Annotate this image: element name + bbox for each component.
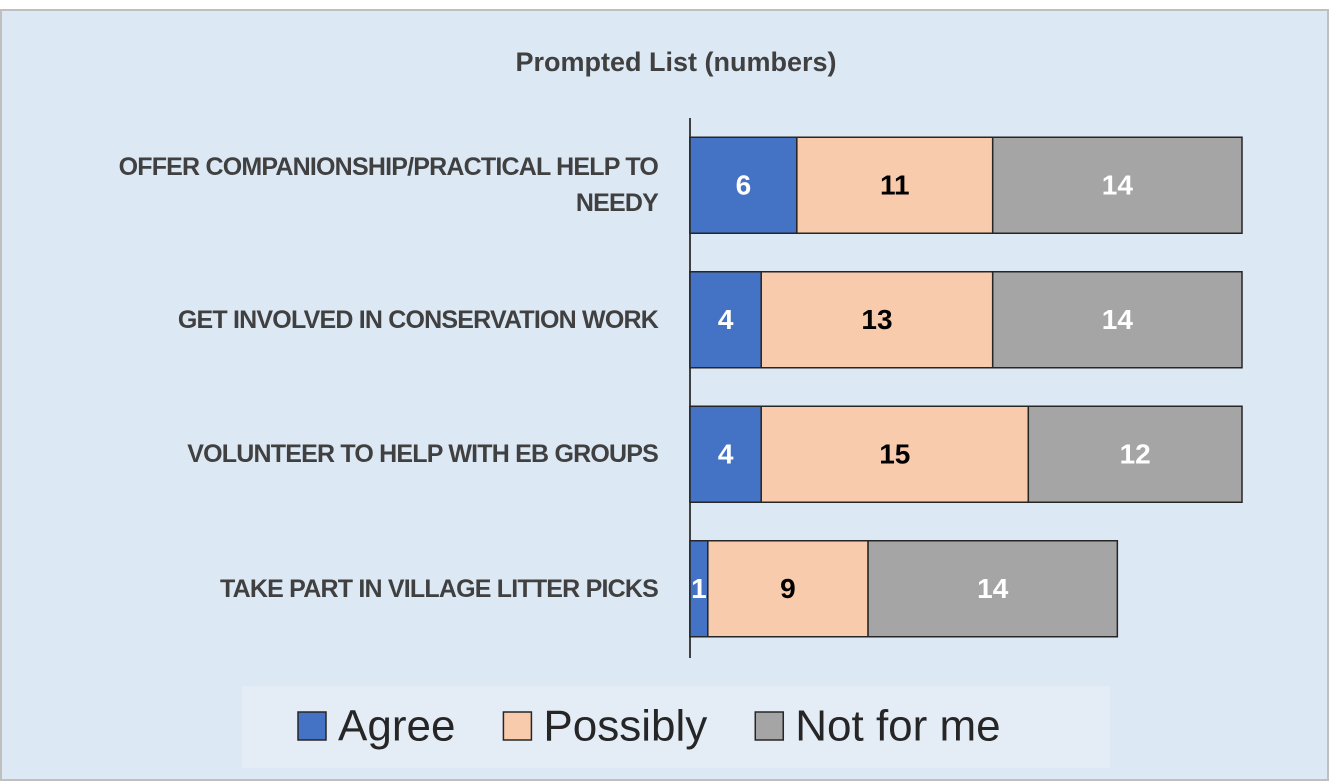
bar-segment (867, 540, 1119, 638)
data-label: 9 (780, 573, 796, 604)
legend-label: Possibly (543, 702, 707, 751)
category-label: TAKE PART IN VILLAGE LITTER PICKS (220, 574, 659, 603)
legend-swatch (297, 711, 327, 741)
data-label: 6 (736, 170, 752, 201)
data-label: 14 (1102, 170, 1134, 201)
bar-segment (760, 271, 994, 369)
data-label: 12 (1120, 439, 1151, 470)
category-label: OFFER COMPANIONSHIP/PRACTICAL HELP TO NE… (118, 153, 659, 218)
bar-segment (1027, 405, 1243, 503)
bar-segment (689, 271, 762, 369)
legend-box (242, 686, 1110, 768)
data-label: 1 (691, 573, 707, 604)
data-label: 11 (880, 170, 910, 201)
data-label: 4 (718, 304, 734, 335)
bar-segment (796, 136, 994, 234)
data-label: 14 (1102, 304, 1134, 335)
bar-segment (991, 271, 1243, 369)
bar-segment (991, 136, 1243, 234)
chart-title: Prompted List (numbers) (515, 47, 836, 77)
legend-swatch (754, 711, 785, 741)
data-label: 13 (861, 304, 892, 335)
legend-label: Not for me (795, 702, 1000, 751)
category-label: GET INVOLVED IN CONSERVATION WORK (177, 305, 659, 334)
data-label: 15 (879, 439, 910, 470)
data-label: 14 (977, 573, 1009, 604)
data-label: 4 (718, 439, 734, 470)
category-label: VOLUNTEER TO HELP WITH EB GROUPS (187, 440, 659, 469)
legend-swatch (502, 711, 533, 741)
legend-label: Agree (338, 702, 455, 751)
background (0, 9, 1329, 781)
bar-segment (689, 136, 798, 234)
